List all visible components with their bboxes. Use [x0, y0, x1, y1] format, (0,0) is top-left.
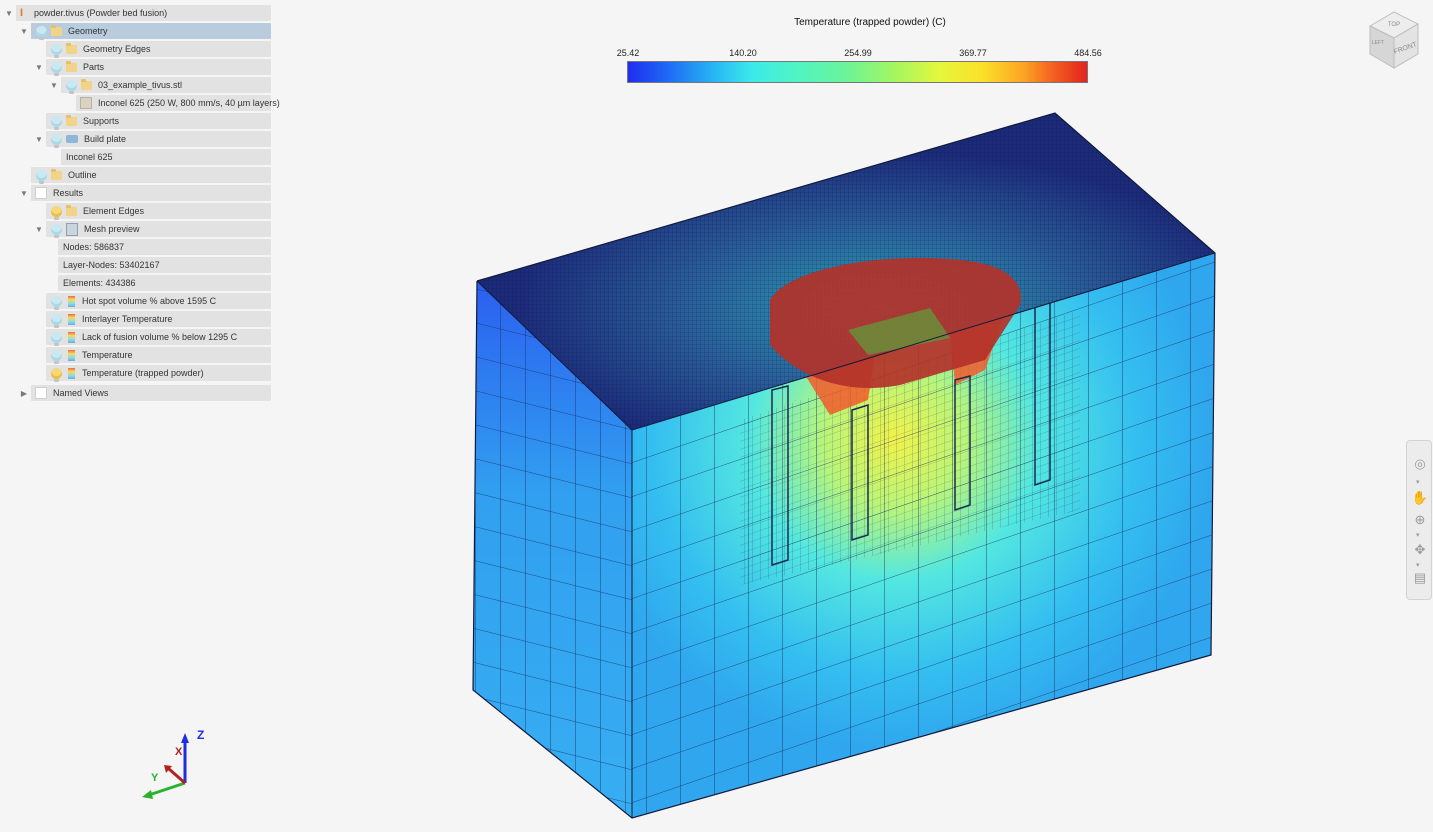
tree-item-temperature-trapped-powder[interactable]: Temperature (trapped powder)	[0, 365, 271, 382]
zoom-icon[interactable]: ⊕	[1414, 512, 1426, 527]
tree-item-supports[interactable]: Supports	[0, 113, 271, 130]
tree-item-interlayer-temperature[interactable]: Interlayer Temperature	[0, 311, 271, 328]
support-column	[851, 403, 869, 542]
tree-item-material[interactable]: Inconel 625 (250 W, 800 mm/s, 40 µm laye…	[0, 95, 280, 111]
folder-icon	[66, 60, 77, 72]
chevron-down-icon[interactable]: ▼	[50, 80, 58, 90]
tree-item-temperature[interactable]: Temperature	[0, 347, 271, 364]
visibility-bulb-icon[interactable]	[66, 79, 77, 94]
tree-item-parts[interactable]: ▼ Parts	[0, 59, 271, 76]
tree-item-mesh-preview[interactable]: ▼ Mesh preview	[0, 221, 271, 238]
support-column	[954, 375, 971, 512]
support-column	[771, 385, 789, 567]
tree-item-geometry-edges[interactable]: Geometry Edges	[0, 41, 271, 58]
view-cube-top-label[interactable]: TOP	[1388, 22, 1400, 28]
visibility-bulb-icon[interactable]	[51, 115, 62, 130]
visibility-bulb-icon[interactable]	[51, 133, 62, 148]
visibility-bulb-on-icon[interactable]	[51, 205, 62, 220]
folder-icon	[66, 204, 77, 216]
chevron-down-icon[interactable]: ▼	[20, 26, 28, 36]
move-icon[interactable]: ✥	[1414, 542, 1426, 557]
view-cube[interactable]: TOP LEFT FRONT	[1364, 8, 1424, 72]
tree-item-hot-spot[interactable]: Hot spot volume % above 1595 C	[0, 293, 271, 310]
chevron-down-icon[interactable]: ▾	[1416, 479, 1420, 486]
build-plate-icon	[66, 135, 78, 143]
tree-item-geometry[interactable]: ▼ Geometry	[0, 23, 271, 40]
tree-item-nodes[interactable]: Nodes: 586837	[0, 239, 271, 255]
model-refined-mesh-region	[740, 310, 1080, 585]
checkbox-icon[interactable]	[35, 187, 47, 199]
folder-icon	[81, 78, 92, 90]
visibility-bulb-icon[interactable]	[51, 349, 62, 364]
mesh-icon	[66, 222, 78, 236]
folder-icon	[66, 114, 77, 126]
legend-title: Temperature (trapped powder) (C)	[794, 17, 946, 28]
visibility-bulb-icon[interactable]	[36, 25, 47, 40]
z-axis-label: Z	[197, 728, 204, 742]
visibility-bulb-icon[interactable]	[51, 223, 62, 238]
tree-item-project[interactable]: ▼ I powder.tivus (Powder bed fusion)	[0, 5, 271, 21]
checkbox-icon[interactable]	[35, 387, 47, 399]
tree-item-outline[interactable]: Outline	[0, 167, 271, 184]
chevron-down-icon[interactable]: ▼	[20, 188, 28, 198]
legend-tick: 25.42	[616, 48, 640, 58]
orbit-icon[interactable]: ◎	[1414, 456, 1426, 471]
chevron-down-icon[interactable]: ▼	[35, 224, 43, 234]
chevron-down-icon[interactable]: ▾	[1416, 562, 1420, 569]
navigation-toolbar: ◎ ▾ ✋ ⊕ ▾ ✥ ▾ ▤	[1406, 440, 1432, 600]
part-inner-cutout	[848, 308, 950, 355]
chevron-down-icon[interactable]: ▾	[1416, 532, 1420, 539]
project-icon: I	[20, 7, 24, 19]
model-outline	[472, 112, 1216, 819]
colorbar-icon	[68, 367, 75, 379]
model-viewport[interactable]	[460, 100, 1230, 830]
chevron-down-icon[interactable]: ▼	[35, 134, 43, 144]
chevron-down-icon[interactable]: ▼	[35, 62, 43, 72]
tree-item-layer-nodes[interactable]: Layer-Nodes: 53402167	[0, 257, 271, 273]
colorbar-icon	[68, 295, 75, 307]
visibility-bulb-icon[interactable]	[51, 313, 62, 328]
colorbar-icon	[68, 313, 75, 325]
colorbar-icon	[68, 349, 75, 361]
colorbar-icon	[68, 331, 75, 343]
model-edge	[476, 280, 633, 431]
visibility-bulb-icon[interactable]	[51, 331, 62, 346]
tree-item-results[interactable]: ▼ Results	[0, 185, 271, 201]
chevron-right-icon[interactable]: ▶	[20, 388, 28, 398]
visibility-bulb-icon[interactable]	[51, 61, 62, 76]
model-tree: ▼ I powder.tivus (Powder bed fusion) ▼ G…	[0, 0, 280, 410]
legend-tick: 254.99	[844, 48, 872, 58]
tree-item-stl[interactable]: ▼ 03_example_tivus.stl	[0, 77, 271, 94]
folder-icon	[66, 42, 77, 54]
legend-ticks: 25.42 140.20 254.99 369.77 484.56	[600, 48, 1120, 60]
y-axis-label: Y	[151, 772, 159, 784]
x-axis-label: X	[175, 746, 183, 758]
axes-triad: Z Y X	[142, 728, 204, 799]
tree-item-element-edges[interactable]: Element Edges	[0, 203, 271, 220]
model-left-face-grid	[473, 281, 632, 818]
tree-item-elements[interactable]: Elements: 434386	[0, 275, 271, 291]
tree-item-build-plate[interactable]: ▼ Build plate	[0, 131, 271, 148]
folder-icon	[51, 24, 62, 36]
legend-tick: 140.20	[729, 48, 757, 58]
folder-icon	[51, 168, 62, 180]
tree-item-plate-material[interactable]: Inconel 625	[0, 149, 271, 165]
material-icon	[80, 97, 92, 109]
tree-item-named-views[interactable]: ▶ Named Views	[0, 385, 271, 401]
visibility-bulb-icon[interactable]	[36, 169, 47, 184]
pan-hand-icon[interactable]: ✋	[1411, 490, 1429, 505]
visibility-bulb-icon[interactable]	[51, 43, 62, 58]
view-cube-left-label[interactable]: LEFT	[1372, 40, 1384, 46]
fit-view-icon[interactable]: ▤	[1413, 570, 1427, 585]
tree-item-lack-of-fusion[interactable]: Lack of fusion volume % below 1295 C	[0, 329, 271, 346]
visibility-bulb-icon[interactable]	[51, 295, 62, 310]
chevron-down-icon[interactable]: ▼	[5, 8, 13, 18]
legend-tick: 484.56	[1074, 48, 1102, 58]
model-edge	[631, 252, 1216, 431]
legend-tick: 369.77	[959, 48, 987, 58]
visibility-bulb-on-icon[interactable]	[51, 367, 62, 382]
legend-color-bar	[627, 61, 1088, 83]
